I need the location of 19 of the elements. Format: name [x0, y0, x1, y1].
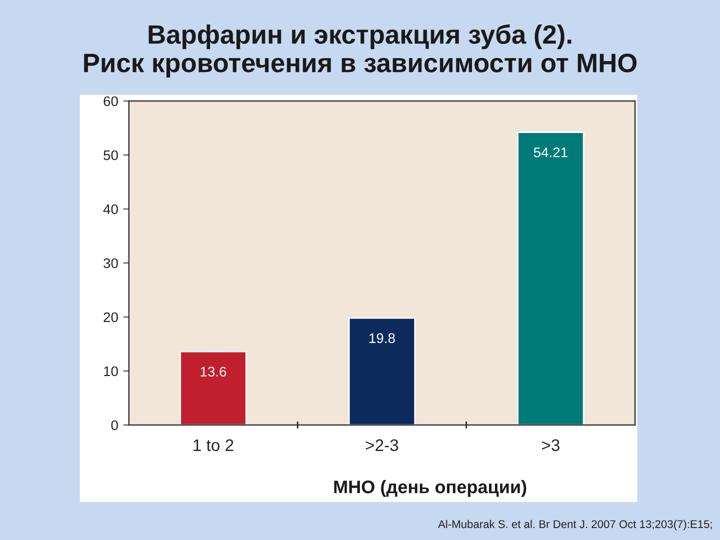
bar [517, 132, 584, 425]
data-label: 54.21 [534, 147, 568, 158]
y-tick-label: 60 [104, 96, 118, 106]
y-tick-label: 0 [111, 420, 118, 430]
x-tick-label: >2-3 [366, 439, 398, 452]
data-label: 19.8 [370, 333, 395, 344]
bar [348, 317, 416, 425]
y-tick-label: 10 [104, 366, 118, 376]
bar [180, 350, 247, 425]
y-tick-label: 20 [104, 312, 118, 322]
chart-title: Варфарин и экстракция зуба (2). Риск кровотечения в зависимости от МНО [84, 24, 637, 78]
x-axis-title: МНО (день операции) [334, 480, 526, 497]
y-tick-label: 50 [104, 150, 118, 160]
x-tick-label: 1 to 2 [194, 439, 234, 452]
x-tick-label: >3 [542, 439, 560, 452]
y-tick-label: 30 [104, 258, 118, 268]
text: Al-Mubarak S. et al. Br Dent J. 2007 Oct 13;203(7):E15; [438, 520, 712, 530]
data-label: 13.6 [200, 366, 226, 377]
y-tick-label: 40 [103, 204, 118, 214]
